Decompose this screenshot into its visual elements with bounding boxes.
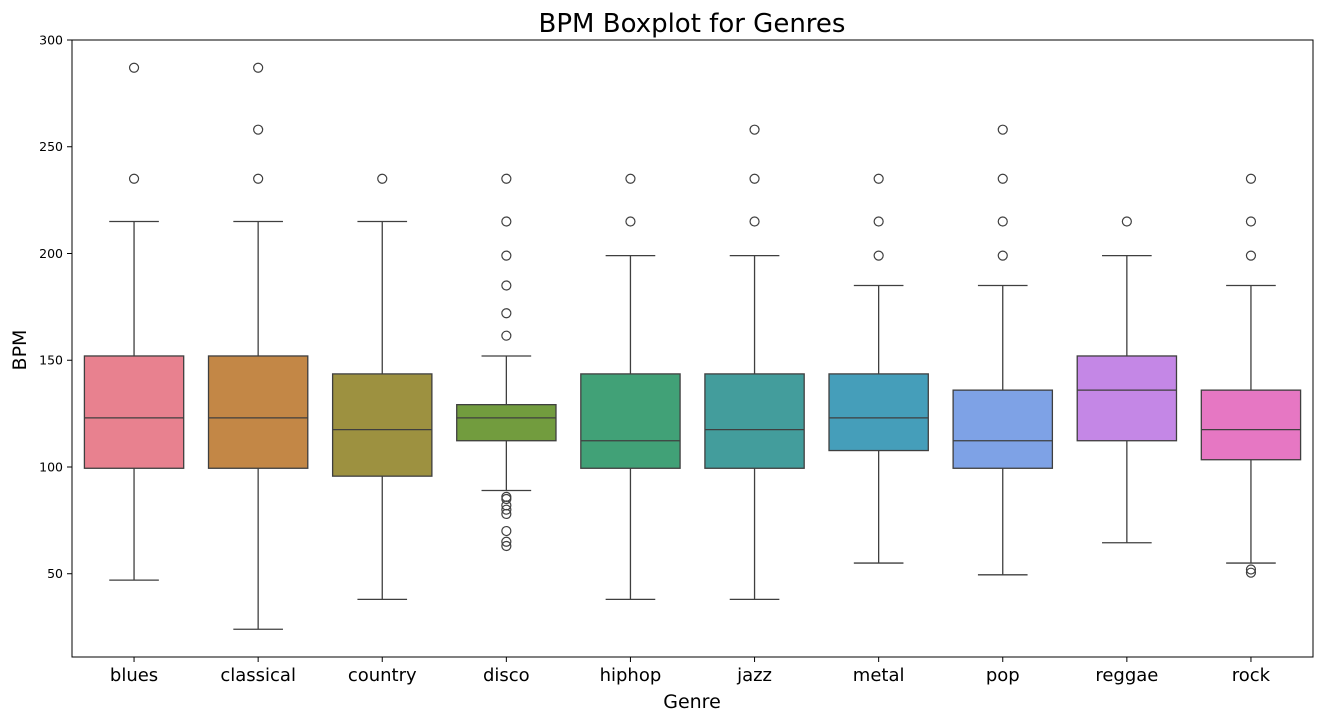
- outlier-disco-4: [501, 504, 512, 515]
- x-tick-label-metal: metal: [853, 665, 905, 686]
- outlier-reggae-0: [1121, 216, 1132, 227]
- y-tick-label-300: 300: [39, 33, 63, 48]
- outlier-jazz-1: [749, 173, 760, 184]
- outlier-rock-0: [1245, 567, 1257, 578]
- outlier-disco-7: [501, 491, 512, 502]
- x-tick-label-hiphop: hiphop: [600, 665, 662, 686]
- outlier-pop-0: [997, 250, 1008, 261]
- outlier-country-0: [377, 173, 388, 184]
- outlier-blues-0: [128, 173, 140, 184]
- outlier-disco-9: [501, 308, 512, 319]
- outlier-disco-6: [501, 493, 512, 505]
- outlier-metal-2: [873, 173, 884, 184]
- outlier-rock-3: [1245, 216, 1257, 227]
- x-tick-label-classical: classical: [220, 665, 296, 686]
- outlier-disco-11: [501, 250, 512, 261]
- outlier-disco-13: [501, 173, 512, 184]
- outlier-disco-10: [501, 280, 512, 291]
- plot-frame: [71, 39, 1314, 658]
- outlier-hiphop-0: [625, 216, 636, 227]
- outlier-pop-3: [997, 124, 1008, 135]
- outlier-rock-2: [1245, 250, 1257, 261]
- x-tick-label-reggae: reggae: [1095, 665, 1158, 686]
- x-tick-label-rock: rock: [1232, 665, 1271, 686]
- outlier-pop-1: [997, 216, 1008, 227]
- outlier-blues-1: [128, 62, 140, 73]
- outlier-metal-0: [873, 250, 884, 261]
- outlier-classical-2: [253, 62, 264, 73]
- x-tick-label-pop: pop: [986, 665, 1020, 686]
- x-tick-label-jazz: jazz: [736, 665, 772, 686]
- y-tick-label-200: 200: [39, 246, 63, 261]
- box-country: [331, 373, 433, 477]
- y-axis-label: BPM: [9, 330, 31, 371]
- y-tick-label-100: 100: [39, 459, 63, 474]
- outlier-metal-1: [873, 216, 884, 227]
- box-classical: [207, 355, 309, 469]
- y-tick-label-150: 150: [39, 353, 63, 368]
- outlier-jazz-2: [749, 124, 760, 135]
- box-reggae: [1076, 355, 1178, 442]
- outlier-rock-4: [1245, 173, 1257, 184]
- outlier-disco-0: [501, 540, 512, 552]
- outlier-disco-2: [501, 525, 512, 537]
- outlier-classical-0: [253, 173, 264, 184]
- x-axis-label: Genre: [663, 691, 721, 713]
- box-jazz: [704, 373, 805, 469]
- outlier-jazz-0: [749, 216, 760, 227]
- box-rock: [1200, 389, 1302, 461]
- y-tick-label-250: 250: [39, 139, 63, 154]
- chart-title: BPM Boxplot for Genres: [539, 9, 846, 39]
- outlier-classical-1: [253, 124, 264, 135]
- outlier-rock-1: [1245, 564, 1257, 575]
- plot-area: blues classical country disco hiphop jazz meta…: [39, 33, 1314, 686]
- x-tick-label-country: country: [348, 665, 417, 686]
- x-tick-label-disco: disco: [483, 665, 530, 686]
- y-tick-label-50: 50: [47, 566, 63, 581]
- outlier-disco-1: [501, 536, 512, 547]
- box-hiphop: [580, 373, 681, 469]
- box-blues: [83, 355, 185, 469]
- box-pop: [952, 389, 1054, 469]
- box-metal: [828, 373, 929, 452]
- outlier-pop-2: [997, 173, 1008, 184]
- outlier-disco-8: [501, 330, 512, 341]
- outlier-hiphop-1: [625, 173, 636, 184]
- box-disco: [456, 403, 557, 442]
- outlier-disco-12: [501, 216, 512, 227]
- x-tick-label-blues: blues: [110, 665, 158, 686]
